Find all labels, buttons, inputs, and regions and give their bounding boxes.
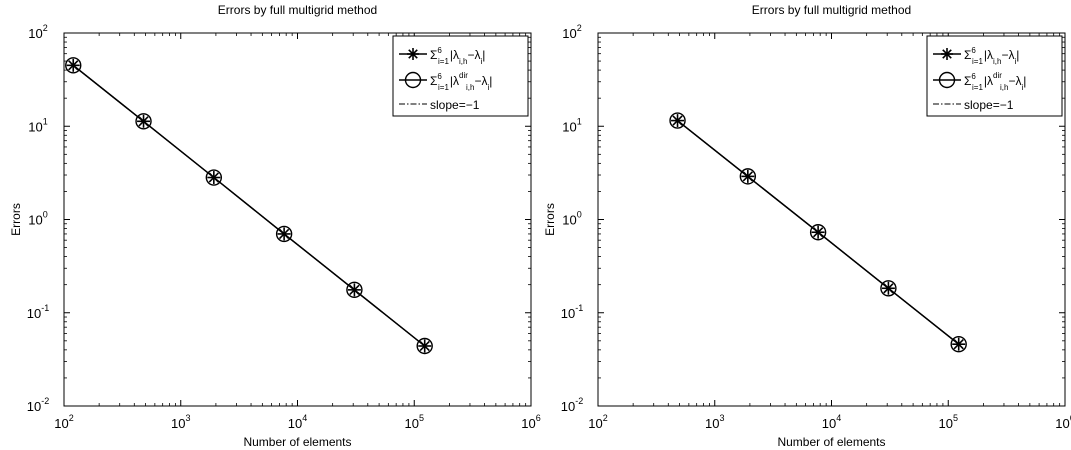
data-point-asterisk — [811, 225, 825, 239]
data-point-circle — [880, 280, 897, 297]
legend-label: Σ6 i=1|λi,h−λi| — [430, 46, 485, 66]
data-point-circle — [65, 57, 82, 74]
legend-label: Σ6 i=1|λdir i,h−λi| — [430, 71, 492, 92]
y-tick-label: 100 — [562, 210, 581, 228]
data-point-circle — [950, 335, 967, 353]
data-point-asterisk — [407, 48, 419, 60]
data-point-asterisk — [952, 337, 966, 351]
x-tick-label: 106 — [521, 413, 540, 431]
legend-box — [392, 35, 529, 117]
data-point-circle — [739, 168, 757, 185]
x-tick-label: 105 — [405, 413, 424, 431]
data-point-circle — [135, 113, 152, 130]
asterisk-stroke — [278, 228, 290, 240]
asterisk-stroke — [672, 115, 683, 126]
data-point-circle — [669, 112, 686, 129]
legend-circle-marker — [404, 71, 422, 89]
y-tick-label: 10-2 — [561, 396, 583, 414]
chart-panel-1: Errors by full multigrid method Number of… — [9, 3, 541, 449]
data-point-asterisk — [347, 283, 361, 297]
asterisk-stroke — [408, 49, 418, 59]
x-tick-label: 102 — [54, 413, 73, 431]
data-point-asterisk — [137, 114, 151, 128]
series-line-3 — [72, 64, 426, 347]
data-point-circle — [346, 281, 363, 299]
x-tick-label: 104 — [822, 413, 841, 431]
legend-label: slope=−1 — [430, 98, 480, 112]
y-axis-label: Errors — [9, 203, 23, 236]
series-line-3 — [677, 120, 960, 345]
legend-label: Σ6 i=1|λdir i,h−λi| — [964, 71, 1026, 92]
x-tick-label: 105 — [939, 413, 958, 431]
data-point-asterisk — [418, 339, 432, 353]
asterisk-stroke — [953, 339, 964, 350]
data-point-asterisk — [277, 227, 291, 241]
y-tick-label: 100 — [28, 210, 47, 228]
y-tick-label: 10-2 — [27, 396, 49, 414]
chart-title: Errors by full multigrid method — [218, 3, 377, 17]
chart-panel-2: Errors by full multigrid method Number of… — [543, 3, 1071, 449]
legend-box — [926, 35, 1063, 117]
data-point-circle — [205, 169, 223, 186]
asterisk-stroke — [208, 172, 219, 183]
y-tick-label: 10-1 — [561, 303, 583, 321]
x-tick-label: 102 — [588, 413, 607, 431]
x-tick-label: 103 — [705, 413, 724, 431]
legend: Σ6 i=1|λi,h−λi| Σ6 i=1|λdir i,h−λi| slope=−1 — [926, 35, 1063, 117]
asterisk-stroke — [138, 116, 149, 127]
asterisk-stroke — [419, 340, 430, 352]
data-point-asterisk — [941, 48, 953, 60]
x-tick-label: 104 — [288, 413, 307, 431]
data-point-asterisk — [66, 58, 80, 72]
x-axis-label: Number of elements — [243, 435, 351, 449]
asterisk-stroke — [349, 284, 360, 296]
y-tick-label: 102 — [28, 23, 47, 41]
legend-label: slope=−1 — [964, 98, 1014, 112]
legend-circle-marker — [938, 71, 956, 89]
data-point-asterisk — [207, 171, 221, 185]
data-point-asterisk — [881, 281, 895, 295]
data-point-circle — [275, 225, 293, 243]
asterisk-stroke — [942, 49, 952, 59]
asterisk-stroke — [812, 227, 824, 238]
y-tick-label: 10-1 — [27, 303, 49, 321]
data-point-asterisk — [741, 169, 755, 183]
legend: Σ6 i=1|λi,h−λi| Σ6 i=1|λdir i,h−λi| slope=−1 — [392, 35, 529, 117]
data-point-circle — [416, 337, 433, 355]
y-tick-label: 101 — [562, 116, 581, 134]
y-axis-label: Errors — [543, 203, 557, 236]
data-point-circle — [809, 224, 827, 241]
asterisk-stroke — [68, 60, 79, 71]
y-tick-label: 101 — [28, 116, 47, 134]
asterisk-stroke — [742, 171, 753, 182]
x-axis-label: Number of elements — [777, 435, 885, 449]
data-point-asterisk — [671, 114, 685, 128]
legend-label: Σ6 i=1|λi,h−λi| — [964, 46, 1019, 66]
y-tick-label: 102 — [562, 23, 581, 41]
x-tick-label: 103 — [171, 413, 190, 431]
asterisk-stroke — [883, 283, 894, 294]
chart-title: Errors by full multigrid method — [752, 3, 911, 17]
x-tick-label: 106 — [1055, 413, 1071, 431]
